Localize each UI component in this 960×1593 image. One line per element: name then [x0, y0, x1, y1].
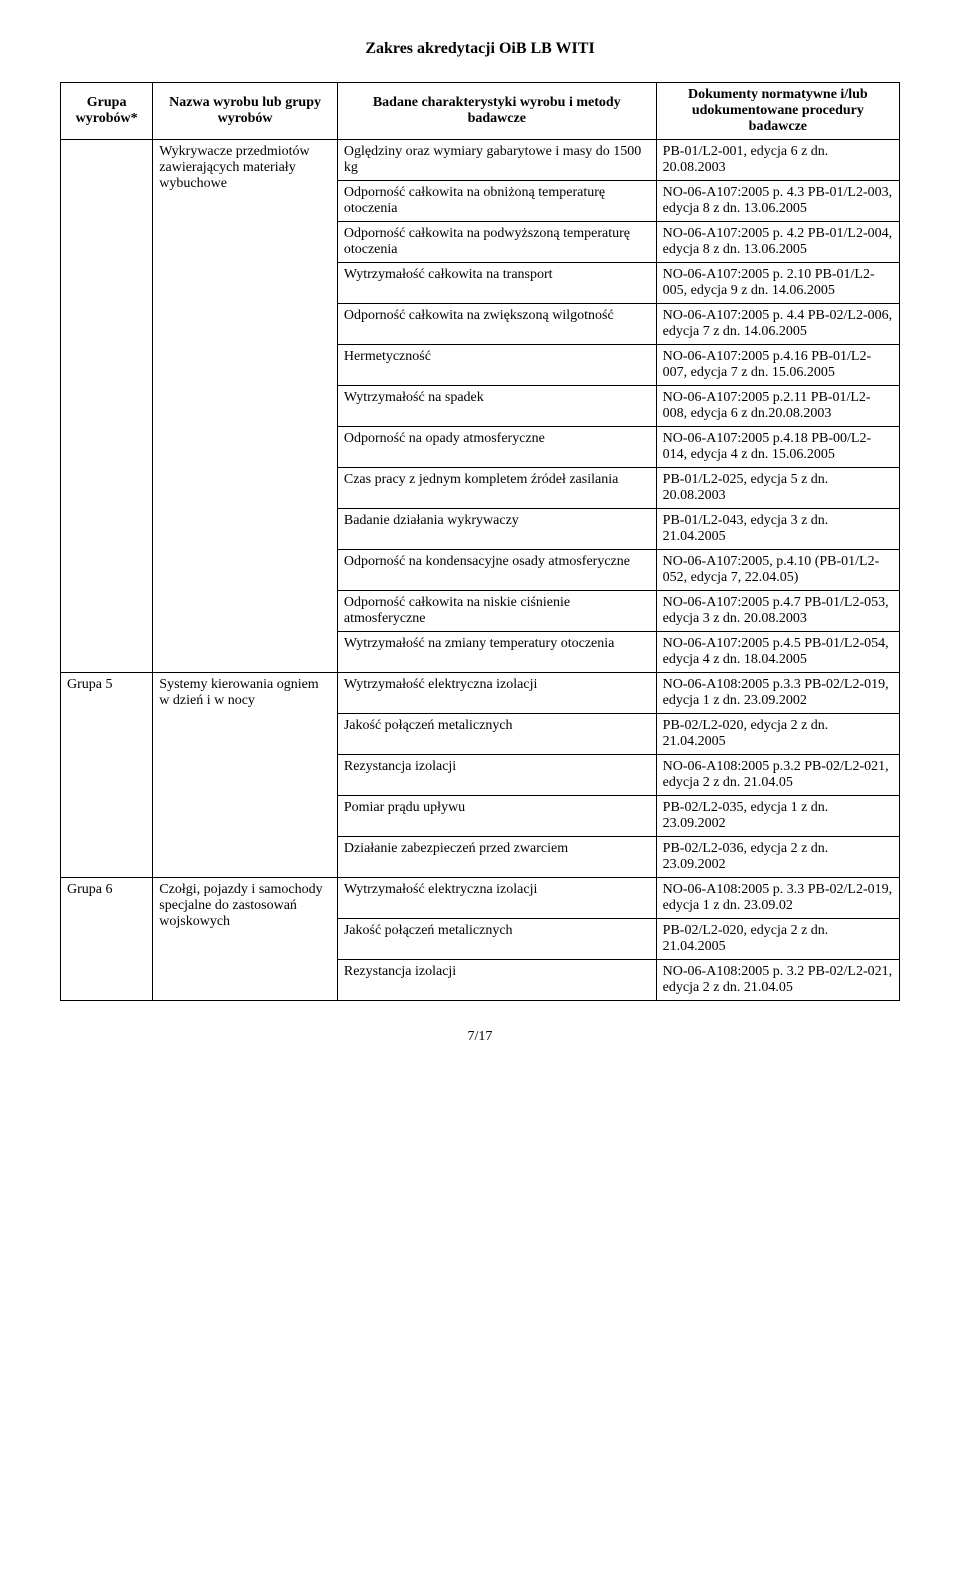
- cell-dok: NO-06-A108:2005 p. 3.2 PB-02/L2-021, edy…: [656, 960, 899, 1001]
- cell-dok: PB-02/L2-020, edycja 2 z dn. 21.04.2005: [656, 714, 899, 755]
- cell-badane: Odporność na kondensacyjne osady atmosfe…: [337, 550, 656, 591]
- cell-badane: Czas pracy z jednym kompletem źródeł zas…: [337, 468, 656, 509]
- cell-grupa: [61, 140, 153, 673]
- page-header: Zakres akredytacji OiB LB WITI: [60, 40, 900, 58]
- cell-badane: Rezystancja izolacji: [337, 960, 656, 1001]
- table-row: Grupa 5Systemy kierowania ogniem w dzień…: [61, 673, 900, 714]
- cell-dok: NO-06-A107:2005 p.4.7 PB-01/L2-053, edyc…: [656, 591, 899, 632]
- cell-dok: NO-06-A107:2005 p. 4.4 PB-02/L2-006, edy…: [656, 304, 899, 345]
- col-header-dok: Dokumenty normatywne i/lub udokumentowan…: [656, 83, 899, 140]
- cell-badane: Rezystancja izolacji: [337, 755, 656, 796]
- cell-dok: NO-06-A107:2005, p.4.10 (PB-01/L2-052, e…: [656, 550, 899, 591]
- cell-dok: NO-06-A107:2005 p.2.11 PB-01/L2-008, edy…: [656, 386, 899, 427]
- cell-badane: Wytrzymałość na spadek: [337, 386, 656, 427]
- col-header-nazwa: Nazwa wyrobu lub grupy wyrobów: [153, 83, 338, 140]
- table-row: Wykrywacze przedmiotów zawierających mat…: [61, 140, 900, 181]
- cell-dok: PB-01/L2-043, edycja 3 z dn. 21.04.2005: [656, 509, 899, 550]
- cell-badane: Wytrzymałość na zmiany temperatury otocz…: [337, 632, 656, 673]
- cell-badane: Wytrzymałość całkowita na transport: [337, 263, 656, 304]
- cell-nazwa: Czołgi, pojazdy i samochody specjalne do…: [153, 878, 338, 1001]
- cell-badane: Wytrzymałość elektryczna izolacji: [337, 878, 656, 919]
- cell-dok: NO-06-A107:2005 p.4.5 PB-01/L2-054, edyc…: [656, 632, 899, 673]
- cell-badane: Pomiar prądu upływu: [337, 796, 656, 837]
- header-row: Grupa wyrobów* Nazwa wyrobu lub grupy wy…: [61, 83, 900, 140]
- cell-badane: Hermetyczność: [337, 345, 656, 386]
- cell-dok: NO-06-A107:2005 p. 2.10 PB-01/L2-005, ed…: [656, 263, 899, 304]
- col-header-grupa: Grupa wyrobów*: [61, 83, 153, 140]
- cell-badane: Odporność całkowita na zwiększoną wilgot…: [337, 304, 656, 345]
- cell-badane: Badanie działania wykrywaczy: [337, 509, 656, 550]
- cell-nazwa: Systemy kierowania ogniem w dzień i w no…: [153, 673, 338, 878]
- cell-dok: PB-02/L2-036, edycja 2 z dn. 23.09.2002: [656, 837, 899, 878]
- table-row: Grupa 6Czołgi, pojazdy i samochody specj…: [61, 878, 900, 919]
- cell-badane: Jakość połączeń metalicznych: [337, 919, 656, 960]
- main-table: Grupa wyrobów* Nazwa wyrobu lub grupy wy…: [60, 82, 900, 1001]
- cell-grupa: Grupa 6: [61, 878, 153, 1001]
- cell-badane: Działanie zabezpieczeń przed zwarciem: [337, 837, 656, 878]
- cell-badane: Oględziny oraz wymiary gabarytowe i masy…: [337, 140, 656, 181]
- cell-dok: NO-06-A107:2005 p.4.16 PB-01/L2-007, edy…: [656, 345, 899, 386]
- cell-dok: NO-06-A108:2005 p.3.2 PB-02/L2-021, edyc…: [656, 755, 899, 796]
- cell-badane: Odporność całkowita na niskie ciśnienie …: [337, 591, 656, 632]
- cell-badane: Odporność całkowita na podwyższoną tempe…: [337, 222, 656, 263]
- cell-dok: NO-06-A107:2005 p. 4.2 PB-01/L2-004, edy…: [656, 222, 899, 263]
- cell-dok: NO-06-A107:2005 p.4.18 PB-00/L2-014, edy…: [656, 427, 899, 468]
- cell-badane: Odporność całkowita na obniżoną temperat…: [337, 181, 656, 222]
- cell-grupa: Grupa 5: [61, 673, 153, 878]
- page-footer: 7/17: [60, 1029, 900, 1045]
- cell-dok: PB-01/L2-025, edycja 5 z dn. 20.08.2003: [656, 468, 899, 509]
- cell-dok: PB-02/L2-035, edycja 1 z dn. 23.09.2002: [656, 796, 899, 837]
- cell-badane: Odporność na opady atmosferyczne: [337, 427, 656, 468]
- cell-badane: Jakość połączeń metalicznych: [337, 714, 656, 755]
- col-header-badane: Badane charakterystyki wyrobu i metody b…: [337, 83, 656, 140]
- cell-dok: NO-06-A107:2005 p. 4.3 PB-01/L2-003, edy…: [656, 181, 899, 222]
- cell-dok: PB-02/L2-020, edycja 2 z dn. 21.04.2005: [656, 919, 899, 960]
- cell-dok: NO-06-A108:2005 p.3.3 PB-02/L2-019, edyc…: [656, 673, 899, 714]
- cell-dok: NO-06-A108:2005 p. 3.3 PB-02/L2-019, edy…: [656, 878, 899, 919]
- cell-badane: Wytrzymałość elektryczna izolacji: [337, 673, 656, 714]
- cell-nazwa: Wykrywacze przedmiotów zawierających mat…: [153, 140, 338, 673]
- cell-dok: PB-01/L2-001, edycja 6 z dn. 20.08.2003: [656, 140, 899, 181]
